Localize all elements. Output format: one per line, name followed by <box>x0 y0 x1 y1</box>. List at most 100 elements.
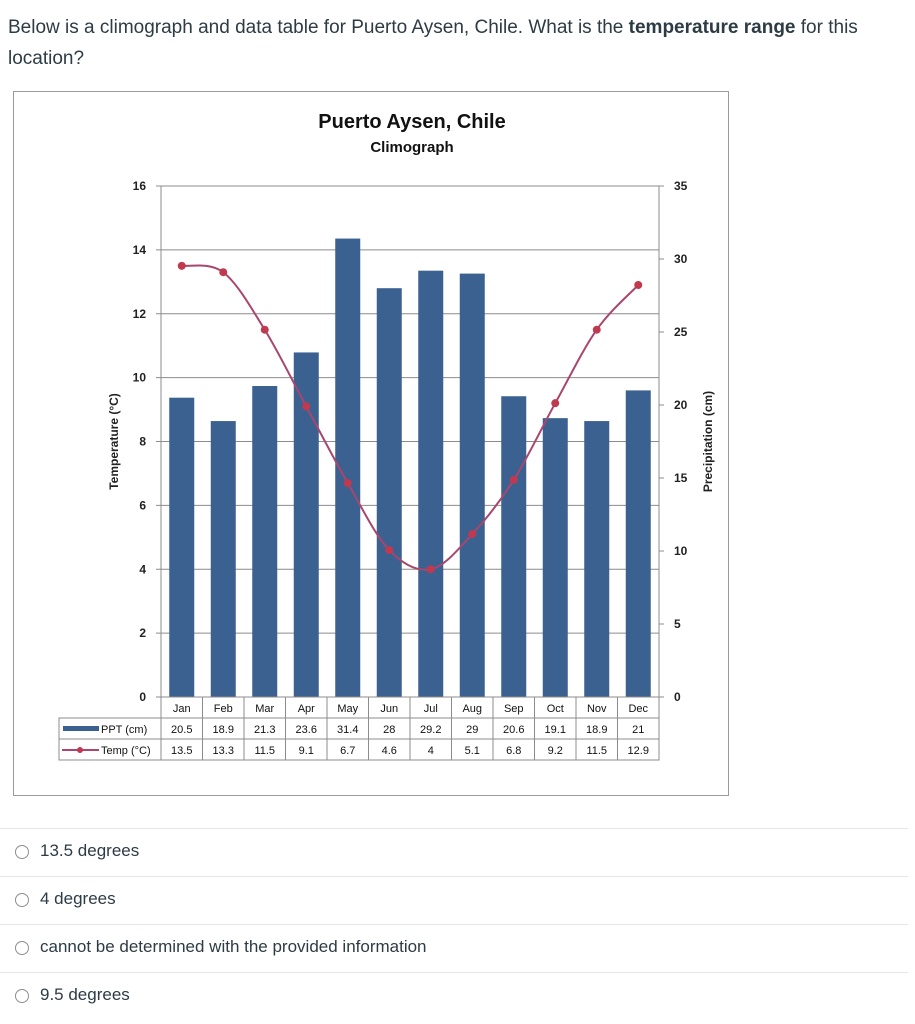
right-tick-label: 0 <box>674 690 681 704</box>
temperature-point <box>509 475 518 484</box>
temperature-line <box>181 264 639 571</box>
table-month-label: Mar <box>255 703 274 715</box>
right-tick-label: 25 <box>674 325 688 339</box>
table-month-label: Nov <box>587 703 607 715</box>
table-value-cell <box>617 738 660 761</box>
table-value: 23.6 <box>296 724 317 736</box>
table-value: 4.6 <box>382 745 397 757</box>
table-value: 4 <box>428 745 434 757</box>
table-month-label: Sep <box>504 703 524 715</box>
table-value: 12.9 <box>628 745 649 757</box>
answer-label: 13.5 degrees <box>40 841 140 860</box>
table-value: 21.3 <box>254 724 275 736</box>
answer-option[interactable]: 13.5 degrees <box>0 828 908 876</box>
table-value: 6.7 <box>340 745 355 757</box>
temperature-point <box>551 399 560 408</box>
temperature-point <box>177 261 186 270</box>
radio-button[interactable] <box>15 989 29 1003</box>
temperature-point <box>219 268 228 277</box>
left-tick-label: 6 <box>139 498 146 512</box>
table-value: 11.5 <box>254 745 275 757</box>
precip-bar <box>501 396 527 697</box>
answer-option[interactable]: 4 degrees <box>0 876 908 924</box>
legend-bar-key <box>63 726 99 731</box>
table-value: 18.9 <box>586 724 607 736</box>
answer-label: 9.5 degrees <box>40 985 130 1004</box>
table-value: 5.1 <box>465 745 480 757</box>
question-text: Below is a climograph and data table for… <box>8 12 908 74</box>
table-value: 6.8 <box>506 745 521 757</box>
temperature-point <box>343 479 352 488</box>
right-tick-label: 10 <box>674 544 688 558</box>
left-tick-label: 14 <box>133 243 147 257</box>
question-prefix: Below is a climograph and data table for… <box>8 17 629 38</box>
right-tick-label: 20 <box>674 398 688 412</box>
table-value: 13.5 <box>171 745 192 757</box>
table-value: 18.9 <box>213 724 234 736</box>
precip-bar <box>625 390 651 697</box>
table-month-label: Jan <box>173 703 191 715</box>
table-value: 11.5 <box>586 745 607 757</box>
right-tick-label: 35 <box>674 179 688 193</box>
answer-label: cannot be determined with the provided i… <box>40 937 427 956</box>
left-tick-label: 0 <box>139 690 146 704</box>
table-value: 20.5 <box>171 724 192 736</box>
left-tick-label: 10 <box>133 371 147 385</box>
left-tick-label: 8 <box>139 435 146 449</box>
question-suffix: for this location? <box>8 17 858 69</box>
table-value: 21 <box>632 724 644 736</box>
table-value: 9.2 <box>548 745 563 757</box>
question-bold: temperature range <box>628 17 796 38</box>
table-value: 28 <box>383 724 395 736</box>
radio-button[interactable] <box>15 845 29 859</box>
precip-bar <box>418 270 444 697</box>
answer-option[interactable]: 9.5 degrees <box>0 972 908 1020</box>
left-axis-title: Temperature (°C) <box>107 393 121 490</box>
answer-label: 4 degrees <box>40 889 116 908</box>
temperature-point <box>426 565 435 574</box>
temperature-point <box>385 546 394 555</box>
radio-button[interactable] <box>15 941 29 955</box>
table-value: 31.4 <box>337 724 358 736</box>
table-value: 13.3 <box>213 745 234 757</box>
table-month-label: May <box>337 703 358 715</box>
precip-bar <box>542 418 568 697</box>
precip-bar <box>252 386 278 697</box>
climograph-chart: Puerto Aysen, Chile Climograph 0 2 4 6 8 10 12 14… <box>13 91 729 796</box>
left-tick-label: 2 <box>139 626 146 640</box>
table-month-label: Jun <box>380 703 398 715</box>
temperature-point <box>592 325 601 334</box>
table-series-name: PPT (cm) <box>101 724 147 736</box>
temperature-point <box>260 325 269 334</box>
right-tick-label: 15 <box>674 471 688 485</box>
table-month-label: Aug <box>462 703 482 715</box>
left-tick-label: 4 <box>139 562 146 576</box>
table-value: 9.1 <box>299 745 314 757</box>
temperature-point <box>302 402 311 411</box>
table-month-label: Jul <box>424 703 438 715</box>
table-month-label: Dec <box>628 703 648 715</box>
table-value: 20.6 <box>503 724 524 736</box>
table-value: 19.1 <box>545 724 566 736</box>
radio-button[interactable] <box>15 893 29 907</box>
answer-list: 13.5 degrees 4 degrees cannot be determi… <box>0 828 908 1020</box>
precip-bar <box>210 421 236 697</box>
table-value: 29.2 <box>420 724 441 736</box>
left-tick-label: 12 <box>133 307 147 321</box>
precip-bar <box>376 288 402 697</box>
right-axis-title: Precipitation (cm) <box>701 391 715 492</box>
precip-bar <box>459 273 485 697</box>
chart-subtitle: Climograph <box>370 139 453 156</box>
table-month-label: Apr <box>298 703 315 715</box>
climograph-svg: Puerto Aysen, Chile Climograph 0 2 4 6 8 10 12 14… <box>58 111 715 761</box>
precip-bar <box>169 397 195 697</box>
right-tick-label: 30 <box>674 252 688 266</box>
answer-option[interactable]: cannot be determined with the provided i… <box>0 924 908 972</box>
right-tick-label: 5 <box>674 617 681 631</box>
table-value: 29 <box>466 724 478 736</box>
table-month-label: Feb <box>214 703 233 715</box>
table-series-name: Temp (°C) <box>101 745 151 757</box>
legend-marker-key <box>77 747 83 753</box>
temperature-point <box>634 281 643 290</box>
table-month-label: Oct <box>547 703 564 715</box>
